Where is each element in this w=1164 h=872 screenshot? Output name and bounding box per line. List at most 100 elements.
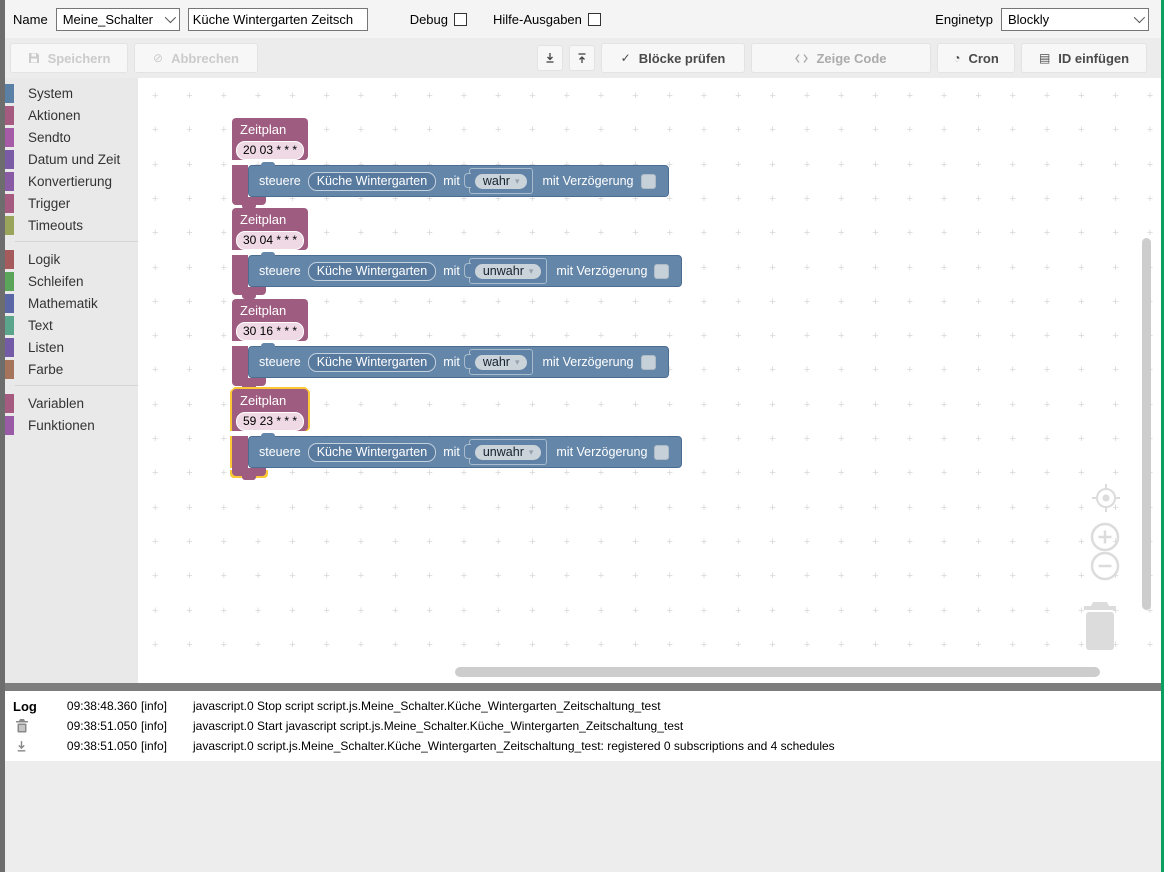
control-block[interactable]: steuere Küche Wintergarten mit unwahr ▾ mit V… xyxy=(248,252,683,287)
cancel-button[interactable]: ⊘ Abbrechen xyxy=(134,43,258,73)
with-label: mit xyxy=(443,355,460,369)
schedule-block-spine xyxy=(232,255,248,287)
schedule-block[interactable]: Zeitplan 20 03 * * * steuere Küche Winterga… xyxy=(232,118,669,209)
cron-pattern-field[interactable]: 20 03 * * * xyxy=(236,141,304,160)
sidebar-item-label: Konvertierung xyxy=(28,173,113,189)
value-block[interactable]: wahr ▾ xyxy=(463,349,534,375)
help-output-checkbox[interactable] xyxy=(587,12,601,26)
enginetype-select[interactable]: Blockly xyxy=(1001,7,1149,31)
delay-checkbox[interactable] xyxy=(654,444,670,460)
zoom-out-icon[interactable] xyxy=(1089,550,1121,582)
sidebar-item-label: Variablen xyxy=(28,395,85,411)
show-code-button[interactable]: Zeige Code xyxy=(751,43,931,73)
sidebar-item-label: Trigger xyxy=(28,195,71,211)
log-message: javascript.0 script.js.Meine_Schalter.Kü… xyxy=(193,739,835,753)
delay-checkbox[interactable] xyxy=(654,263,670,279)
delay-checkbox[interactable] xyxy=(640,173,656,189)
sidebar-item-funktionen[interactable]: Funktionen xyxy=(5,414,138,436)
log-timestamp: 09:38:51.050 xyxy=(66,719,137,733)
schedule-block[interactable]: Zeitplan 30 16 * * * steuere Küche Winterga… xyxy=(232,299,669,390)
schedule-block-title: Zeitplan xyxy=(240,122,287,137)
sidebar-item-logik[interactable]: Logik xyxy=(5,248,138,270)
sidebar-item-sendto[interactable]: Sendto xyxy=(5,126,138,148)
delay-checkbox[interactable] xyxy=(640,354,656,370)
zoom-in-icon[interactable] xyxy=(1089,521,1121,553)
category-color-swatch xyxy=(5,359,14,379)
cron-button[interactable]: ◔ Cron xyxy=(937,43,1015,73)
floppy-icon xyxy=(28,53,39,63)
splitter-handle[interactable] xyxy=(5,683,1161,691)
sidebar-item-datum-und-zeit[interactable]: Datum und Zeit xyxy=(5,148,138,170)
log-row: 09:38:51.050 [info] javascript.0 Start jav… xyxy=(5,716,1161,736)
sidebar-item-label: System xyxy=(28,85,74,101)
schedule-block-title: Zeitplan xyxy=(240,303,287,318)
import-blocks-button[interactable] xyxy=(569,45,595,71)
log-row: Log 09:38:48.360 [info] javascript.0 Stop s… xyxy=(5,696,1161,716)
object-id-field[interactable]: Küche Wintergarten xyxy=(307,171,437,191)
schedule-block-spine xyxy=(232,346,248,378)
vertical-scrollbar[interactable] xyxy=(1142,238,1151,610)
control-block[interactable]: steuere Küche Wintergarten mit unwahr ▾ mit V… xyxy=(248,433,683,468)
value-dropdown[interactable]: wahr ▾ xyxy=(474,174,528,189)
value-dropdown[interactable]: unwahr ▾ xyxy=(474,264,542,279)
value-block[interactable]: wahr ▾ xyxy=(463,168,534,194)
sidebar-item-timeouts[interactable]: Timeouts xyxy=(5,214,138,236)
debug-checkbox[interactable] xyxy=(454,12,467,26)
export-blocks-button[interactable] xyxy=(537,45,563,71)
object-id-field[interactable]: Küche Wintergarten xyxy=(307,352,437,372)
blockly-workspace[interactable]: + + + + + + + + + + + + + + + + + + + + + + + + + + + + + + + + + + + + + + + +… xyxy=(138,78,1161,683)
horizontal-scrollbar[interactable] xyxy=(455,667,1100,677)
value-dropdown[interactable]: unwahr ▾ xyxy=(474,445,542,460)
control-block[interactable]: steuere Küche Wintergarten mit wahr ▾ mit Ver… xyxy=(248,162,669,197)
sidebar-item-system[interactable]: System xyxy=(5,82,138,104)
cron-pattern-field[interactable]: 30 16 * * * xyxy=(236,322,304,341)
chevron-down-icon: ▾ xyxy=(528,446,534,457)
schedule-block-foot xyxy=(232,378,266,390)
sidebar-item-variablen[interactable]: Variablen xyxy=(5,392,138,414)
center-view-icon[interactable] xyxy=(1091,483,1121,513)
sidebar-item-text[interactable]: Text xyxy=(5,314,138,336)
insert-id-button[interactable]: ▤ ID einfügen xyxy=(1021,43,1147,73)
object-id-field[interactable]: Küche Wintergarten xyxy=(307,261,437,281)
schedule-block-head[interactable]: Zeitplan 30 16 * * * xyxy=(232,299,308,341)
category-color-swatch xyxy=(5,127,14,147)
sidebar-item-farbe[interactable]: Farbe xyxy=(5,358,138,380)
delay-label: mit Verzögerung xyxy=(556,264,648,278)
category-color-swatch xyxy=(5,149,14,169)
sidebar-item-mathematik[interactable]: Mathematik xyxy=(5,292,138,314)
cron-pattern-field[interactable]: 30 04 * * * xyxy=(236,231,304,250)
schedule-block-head[interactable]: Zeitplan 59 23 * * * xyxy=(232,389,308,431)
clear-log-icon[interactable] xyxy=(15,718,29,733)
chevron-down-icon: ▾ xyxy=(514,175,520,186)
value-dropdown[interactable]: wahr ▾ xyxy=(474,355,528,370)
schedule-block-head[interactable]: Zeitplan 20 03 * * * xyxy=(232,118,308,160)
sidebar-item-label: Funktionen xyxy=(28,417,95,433)
log-panel: Log 09:38:48.360 [info] javascript.0 Stop s… xyxy=(5,691,1161,872)
sidebar-item-schleifen[interactable]: Schleifen xyxy=(5,270,138,292)
schedule-block[interactable]: Zeitplan 59 23 * * * steuere Küche Winterga… xyxy=(232,389,683,480)
sidebar-item-aktionen[interactable]: Aktionen xyxy=(5,104,138,126)
script-group-select[interactable]: Meine_Schalter xyxy=(55,7,180,31)
value-block[interactable]: unwahr ▾ xyxy=(463,258,548,284)
name-label: Name xyxy=(13,11,48,27)
sidebar-item-konvertierung[interactable]: Konvertierung xyxy=(5,170,138,192)
schedule-block-head[interactable]: Zeitplan 30 04 * * * xyxy=(232,208,308,250)
debug-label: Debug xyxy=(409,11,448,27)
script-name-input[interactable] xyxy=(187,7,368,31)
value-dropdown-text: unwahr xyxy=(482,445,524,459)
control-block[interactable]: steuere Küche Wintergarten mit wahr ▾ mit Ver… xyxy=(248,343,669,378)
sidebar-item-trigger[interactable]: Trigger xyxy=(5,192,138,214)
code-icon xyxy=(795,53,809,63)
log-timestamp: 09:38:48.360 xyxy=(66,699,137,713)
schedule-block[interactable]: Zeitplan 30 04 * * * steuere Küche Winterga… xyxy=(232,208,683,299)
save-button[interactable]: Speichern xyxy=(10,43,128,73)
sidebar-item-listen[interactable]: Listen xyxy=(5,336,138,358)
trash-icon[interactable] xyxy=(1080,598,1120,654)
block-category-sidebar: System Aktionen Sendto Datum und Zeit Konver… xyxy=(5,78,138,683)
object-id-field[interactable]: Küche Wintergarten xyxy=(307,442,437,462)
check-blocks-button[interactable]: ✓ Blöcke prüfen xyxy=(601,43,745,73)
sidebar-item-label: Farbe xyxy=(28,361,64,377)
export-log-icon[interactable] xyxy=(15,740,28,753)
value-block[interactable]: unwahr ▾ xyxy=(463,439,548,465)
cron-pattern-field[interactable]: 59 23 * * * xyxy=(236,412,304,431)
